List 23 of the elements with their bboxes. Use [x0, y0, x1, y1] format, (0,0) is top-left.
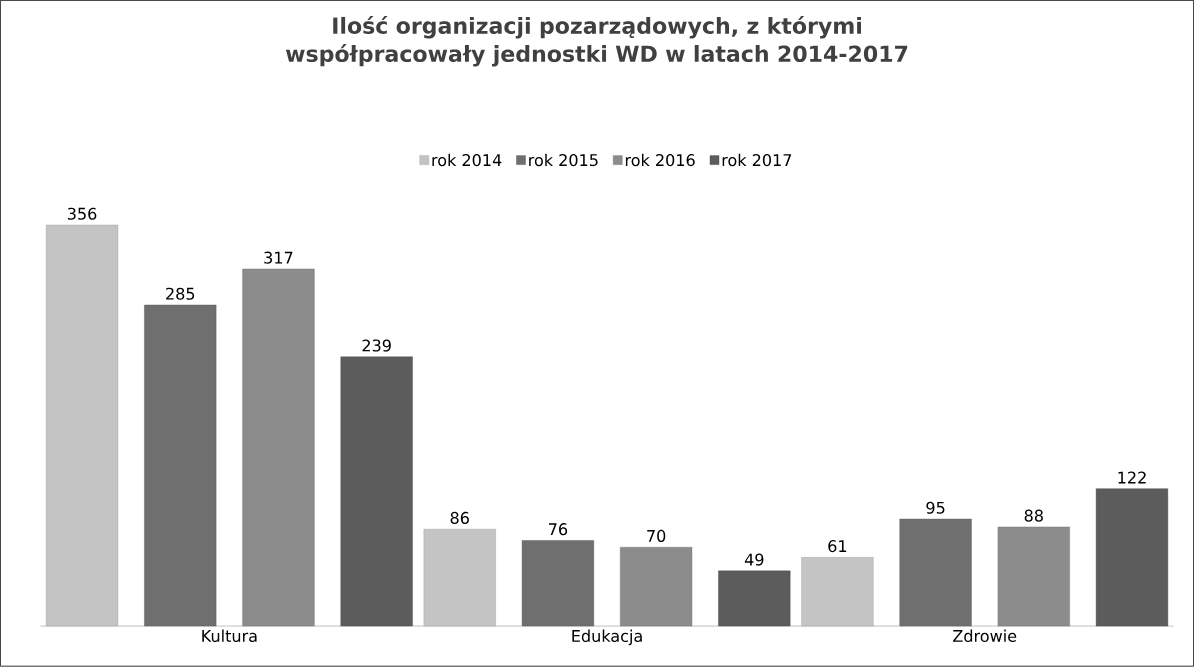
- data-label: 356: [67, 207, 97, 220]
- chart-title: Ilość organizacji pozarządowych, z którymi współpracowały jednostki WD w latach 2014-2017: [285, 16, 908, 67]
- data-label: 61: [828, 540, 847, 553]
- x-tick-label: Kultura: [202, 629, 257, 643]
- data-label: 317: [264, 251, 293, 264]
- legend-label: rok 2014: [432, 153, 502, 167]
- bar: [45, 225, 119, 627]
- x-tick-label: Zdrowie: [953, 629, 1017, 643]
- data-label: 122: [1118, 471, 1146, 484]
- bar: [801, 557, 874, 627]
- legend-label: rok 2016: [625, 153, 695, 167]
- data-label: 285: [166, 287, 195, 300]
- data-label: 95: [926, 501, 945, 515]
- legend-label: rok 2015: [529, 153, 598, 167]
- x-tick-label: Edukacja: [572, 629, 642, 646]
- bar: [423, 529, 496, 627]
- data-label: 76: [549, 523, 568, 536]
- data-label: 70: [647, 530, 666, 543]
- data-label: 49: [744, 553, 764, 566]
- data-label: 239: [362, 339, 391, 352]
- data-label: 88: [1024, 509, 1043, 522]
- data-label: 86: [450, 512, 469, 525]
- legend-label: rok 2017: [722, 153, 792, 167]
